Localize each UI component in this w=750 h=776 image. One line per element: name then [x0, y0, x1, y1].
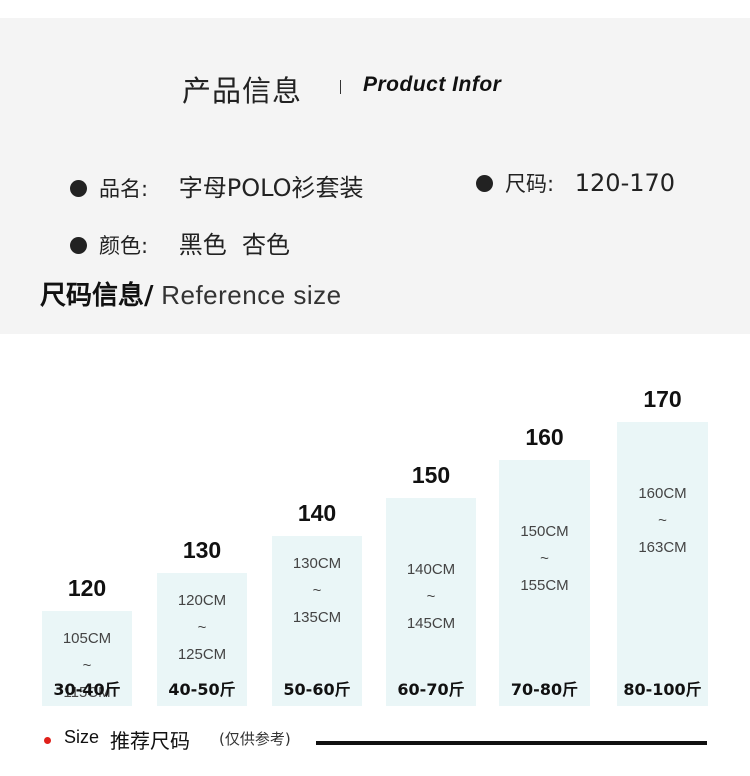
product-info-panel — [0, 18, 750, 334]
bar-height-range: 140CM ~ 145CM — [406, 560, 456, 632]
size-label: 尺码: — [505, 172, 555, 196]
bullet-dot — [476, 174, 493, 192]
bar-weight: 40-50斤 — [168, 679, 236, 699]
title-divider — [340, 80, 341, 94]
bullet-dot — [70, 179, 87, 197]
bar-height-range: 150CM ~ 155CM — [520, 522, 569, 594]
section-title-en: Reference size — [153, 280, 342, 310]
name-label: 品名: — [99, 177, 149, 201]
size-value: 120-170 — [574, 169, 676, 197]
bar-weight: 70-80斤 — [510, 679, 579, 699]
size-bar-120: 105CM ~ 115CM 30-40斤 — [42, 611, 132, 706]
size-bar-150: 140CM ~ 145CM 60-70斤 — [386, 497, 476, 706]
size-bar-130: 120CM ~ 125CM 40-50斤 — [157, 573, 247, 706]
bar-height-range: 120CM ~ 125CM — [177, 592, 227, 664]
info-size-row: 尺码: 120-170 — [476, 168, 675, 198]
bar-height-range: 105CM ~ 115CM — [62, 630, 112, 702]
color-label: 颜色: — [99, 234, 149, 258]
bullet-dot — [70, 236, 87, 254]
name-value: 字母POLO衫套装 — [178, 174, 364, 202]
bar-weight: 30-40斤 — [53, 679, 121, 699]
bar-weight: 60-70斤 — [397, 679, 465, 699]
legend-line — [316, 741, 707, 745]
legend-note: (仅供参考) — [219, 730, 291, 748]
bar-size-label: 150 — [411, 461, 451, 488]
legend-size: Size — [64, 727, 100, 747]
title-cn: 产品信息 — [182, 74, 303, 108]
bar-weight: 80-100斤 — [623, 680, 702, 699]
bar-size-label: 120 — [67, 575, 107, 602]
reference-size-title: 尺码信息/ Reference size — [40, 275, 342, 312]
bar-size-label: 170 — [643, 386, 682, 412]
bar-height-range: 130CM ~ 135CM — [292, 554, 342, 626]
size-bar-160: 150CM ~ 155CM 70-80斤 — [499, 459, 590, 706]
legend-dot — [44, 737, 51, 744]
bar-size-label: 160 — [525, 423, 564, 450]
section-title-cn: 尺码信息/ — [40, 281, 154, 311]
info-name-row: 品名: 字母POLO衫套装 — [70, 168, 364, 203]
legend-recommended: 推荐尺码 — [110, 729, 190, 753]
size-bar-170: 160CM ~ 163CM 80-100斤 — [617, 422, 708, 706]
size-bar-140: 130CM ~ 135CM 50-60斤 — [272, 535, 362, 706]
info-color-row: 颜色: 黑色 杏色 — [70, 225, 290, 260]
bar-weight: 50-60斤 — [283, 679, 351, 699]
color-value: 黑色 杏色 — [178, 231, 291, 259]
bar-size-label: 130 — [182, 537, 222, 564]
bar-height-range: 160CM ~ 163CM — [638, 485, 687, 556]
bar-size-label: 140 — [297, 499, 337, 526]
title-en: Product Infor — [363, 73, 502, 96]
